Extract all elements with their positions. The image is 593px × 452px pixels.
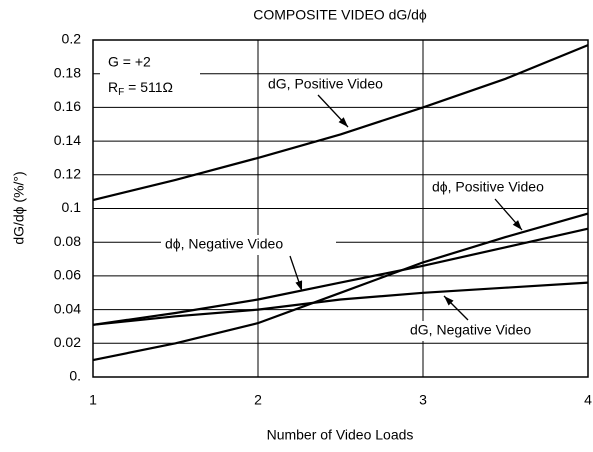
- x-axis-label: Number of Video Loads: [267, 427, 414, 443]
- series-line: [92, 281, 589, 326]
- y-tick-label: 0.2: [62, 31, 82, 47]
- series-label: dG, Positive Video: [268, 76, 383, 92]
- y-tick-label: 0.08: [54, 233, 81, 249]
- series-label: dϕ, Negative Video: [165, 236, 283, 252]
- arrow-head: [295, 280, 303, 291]
- x-tick-label: 2: [254, 392, 262, 408]
- series-label: dG, Negative Video: [410, 322, 531, 338]
- label-bg: [406, 321, 574, 341]
- label-bg: [264, 75, 420, 95]
- y-tick-label: 0.04: [54, 300, 81, 316]
- annotation-part: R: [108, 79, 118, 95]
- y-axis-label: dG/dϕ (%/°): [11, 171, 27, 244]
- arrow-head: [338, 117, 348, 127]
- label-bg: [428, 178, 580, 198]
- series-line: [92, 44, 589, 202]
- x-tick-label: 3: [419, 392, 427, 408]
- y-tick-label: 0.18: [54, 64, 81, 80]
- annotation-part: F: [118, 87, 124, 98]
- y-tick-label: 0.12: [54, 166, 81, 182]
- chart-title: COMPOSITE VIDEO dG/dϕ: [253, 7, 427, 23]
- plot-frame: [92, 39, 589, 378]
- arrow-head: [444, 296, 454, 306]
- y-tick-label: 0.06: [54, 267, 81, 283]
- annotation: RF = 511Ω: [108, 79, 173, 98]
- y-tick-label: 0.02: [54, 334, 81, 350]
- y-tick-label: 0.16: [54, 98, 81, 114]
- annotation-part: = 511Ω: [124, 79, 173, 95]
- arrow-head: [512, 220, 522, 230]
- annotation: G = +2: [108, 54, 151, 70]
- y-tick-label: 0.14: [54, 132, 81, 148]
- series-label: dϕ, Positive Video: [432, 179, 544, 195]
- x-tick-label: 4: [584, 392, 592, 408]
- series-line: [92, 212, 589, 362]
- y-tick-label: 0.1: [62, 199, 82, 215]
- label-bg: [161, 235, 336, 255]
- y-tick-label: 0.: [69, 368, 81, 384]
- annotation-bg: [100, 48, 200, 104]
- series-line: [92, 227, 589, 326]
- x-tick-label: 1: [89, 392, 97, 408]
